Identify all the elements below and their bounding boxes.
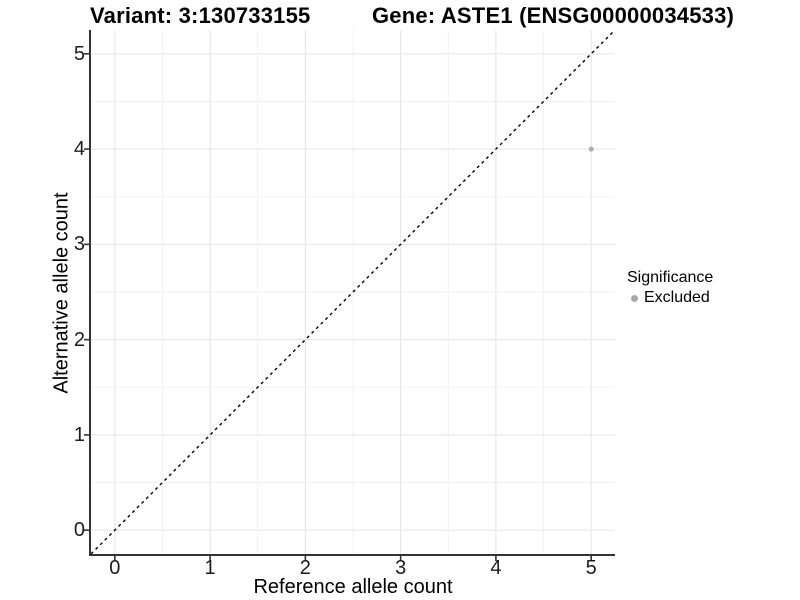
x-tick-label: 2	[299, 557, 311, 579]
y-tick-label: 5	[73, 42, 85, 65]
y-tick-label: 2	[73, 328, 85, 351]
legend-point-icon	[631, 294, 638, 302]
y-tick-label: 4	[73, 138, 85, 161]
legend-entry-label: Excluded	[644, 289, 710, 306]
legend-entry-excluded: Excluded	[627, 288, 713, 308]
y-tick-label: 3	[73, 233, 85, 256]
x-tick-label: 1	[204, 557, 216, 579]
x-axis-title: Reference allele count	[253, 576, 453, 598]
plot-title-gene: Gene: ASTE1 (ENSG00000034533)	[372, 3, 735, 28]
y-axis-title: Alternative allele count	[50, 192, 73, 394]
x-tick-label: 4	[490, 557, 502, 579]
legend-title: Significance	[627, 269, 714, 286]
x-tick-label: 5	[585, 557, 597, 579]
identity-line	[90, 29, 616, 555]
x-tick-label: 3	[395, 557, 407, 579]
x-tick-label: 0	[109, 557, 121, 579]
plot-title-variant: Variant: 3:130733155	[90, 3, 311, 28]
legend: Significance Excluded	[627, 268, 713, 308]
y-tick-label: 1	[73, 423, 85, 446]
data-point	[588, 146, 594, 152]
y-tick-label: 0	[73, 519, 85, 542]
